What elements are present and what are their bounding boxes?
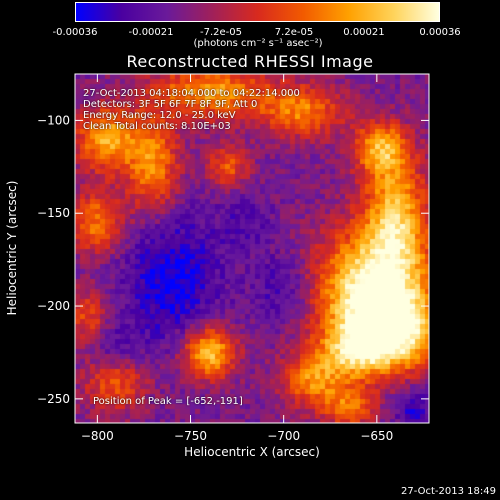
colorbar xyxy=(75,2,440,22)
x-tick-label: −750 xyxy=(174,429,207,443)
y-tick-label: −200 xyxy=(37,299,70,313)
x-axis-label: Heliocentric X (arcsec) xyxy=(184,445,320,459)
colorbar-tick-label: -7.2e-05 xyxy=(200,27,242,38)
plot-area: 27-Oct-2013 04:18:04.000 to 04:22:14.000… xyxy=(75,74,429,423)
y-tick-label: −150 xyxy=(37,206,70,220)
peak-position-annotation: Position of Peak = [-652,-191] xyxy=(93,396,243,407)
y-tick-label: −250 xyxy=(37,392,70,406)
colorbar-tick-label: -0.00036 xyxy=(52,27,98,38)
timestamp: 27-Oct-2013 18:49 xyxy=(401,486,496,497)
clean-counts-annotation: Clean Total counts: 8.10E+03 xyxy=(83,121,231,132)
colorbar-tick-label: 0.00036 xyxy=(419,27,461,38)
colorbar-units-label: (photons cm⁻² s⁻¹ asec⁻²) xyxy=(193,38,323,49)
colorbar-tick-label: -0.00021 xyxy=(128,27,174,38)
y-axis-label: Heliocentric Y (arcsec) xyxy=(5,180,19,316)
time-range-annotation: 27-Oct-2013 04:18:04.000 to 04:22:14.000 xyxy=(83,88,300,99)
x-tick-label: −700 xyxy=(267,429,300,443)
colorbar-tick-label: 0.00021 xyxy=(343,27,385,38)
energy-range-annotation: Energy Range: 12.0 - 25.0 keV xyxy=(83,110,236,121)
chart-title: Reconstructed RHESSI Image xyxy=(126,52,374,71)
detectors-annotation: Detectors: 3F 5F 6F 7F 8F 9F, Att 0 xyxy=(83,99,258,110)
x-tick-label: −800 xyxy=(81,429,114,443)
x-tick-label: −650 xyxy=(360,429,393,443)
colorbar-tick-label: 7.2e-05 xyxy=(274,27,314,38)
y-tick-label: −100 xyxy=(37,113,70,127)
